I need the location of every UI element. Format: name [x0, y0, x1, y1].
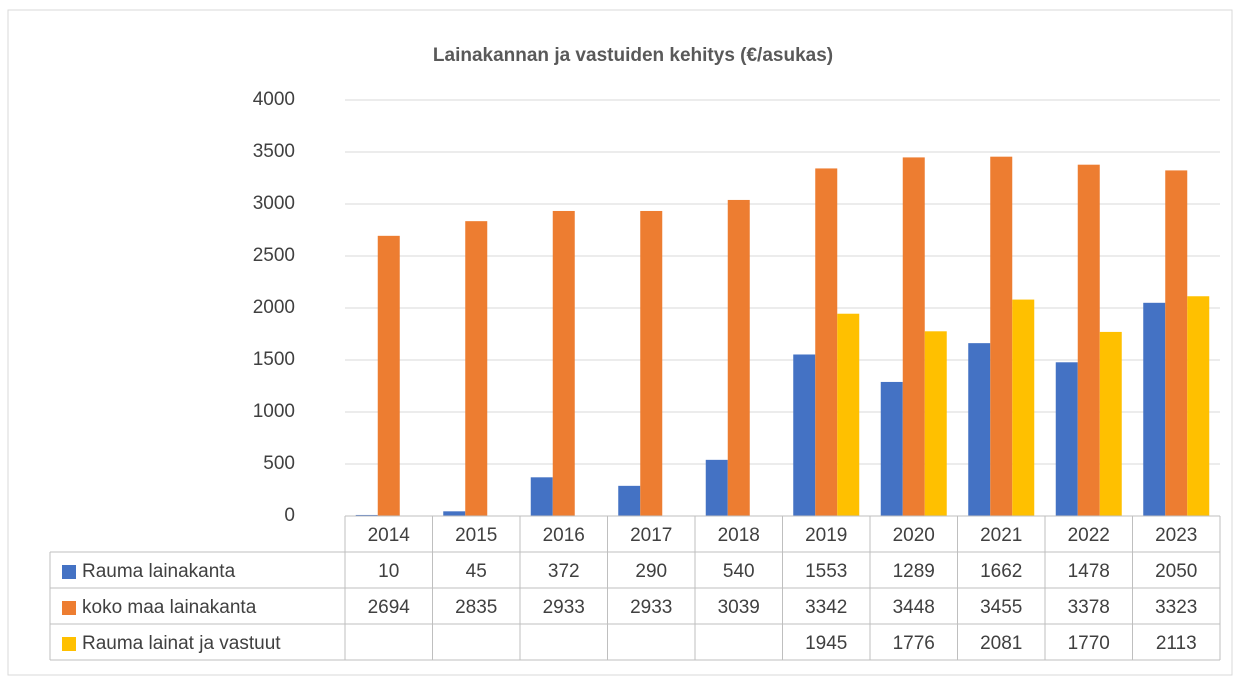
bar	[1012, 299, 1035, 516]
legend-swatch	[62, 565, 76, 579]
legend-label: Rauma lainakanta	[82, 561, 236, 582]
table-value: 1776	[893, 633, 935, 654]
bar	[1099, 331, 1122, 516]
x-tick-label: 2017	[630, 525, 672, 546]
bar	[990, 156, 1013, 516]
table-value: 3455	[980, 597, 1022, 618]
table-value: 1945	[805, 633, 847, 654]
x-tick-label: 2023	[1155, 525, 1197, 546]
table-value: 2050	[1155, 561, 1197, 582]
table-value: 2081	[980, 633, 1022, 654]
bar	[530, 477, 553, 516]
y-tick-label: 500	[263, 453, 295, 474]
table-value: 1553	[805, 561, 847, 582]
bar	[355, 514, 378, 516]
bar	[1077, 164, 1100, 517]
y-tick-label: 2000	[253, 297, 295, 318]
chart-title: Lainakannan ja vastuiden kehitys (€/asuk…	[433, 45, 833, 66]
y-tick-label: 3000	[253, 193, 295, 214]
x-tick-label: 2016	[543, 525, 585, 546]
table-value: 2113	[1156, 633, 1197, 654]
y-tick-label: 1500	[253, 349, 295, 370]
bar	[924, 331, 947, 516]
x-tick-label: 2022	[1068, 525, 1110, 546]
table-value: 2933	[543, 597, 585, 618]
bar	[377, 235, 400, 516]
bar	[902, 157, 925, 516]
table-value: 3323	[1155, 597, 1197, 618]
bar	[618, 485, 641, 516]
table-value: 2694	[368, 597, 411, 618]
bar	[705, 459, 728, 516]
legend-swatch	[62, 637, 76, 651]
table-value: 1289	[893, 561, 935, 582]
bar	[1055, 362, 1078, 516]
table-value: 1662	[980, 561, 1022, 582]
bar	[880, 381, 903, 516]
table-value: 2933	[630, 597, 672, 618]
bar	[1187, 296, 1210, 516]
y-tick-label: 3500	[253, 141, 295, 162]
table-value: 3039	[718, 597, 760, 618]
bar	[1165, 170, 1188, 516]
table-value: 45	[466, 561, 487, 582]
table-value: 10	[378, 561, 399, 582]
legend-swatch	[62, 601, 76, 615]
bar	[727, 199, 750, 516]
y-tick-label: 2500	[253, 245, 295, 266]
table-value: 540	[723, 561, 755, 582]
x-tick-label: 2014	[368, 525, 411, 546]
bar	[968, 343, 991, 516]
table-value: 3342	[805, 597, 847, 618]
y-tick-label: 0	[284, 505, 295, 526]
bar	[552, 210, 575, 516]
y-tick-label: 1000	[253, 401, 295, 422]
legend-label: Rauma lainat ja vastuut	[82, 633, 281, 654]
bar	[815, 168, 838, 516]
bar	[640, 210, 663, 516]
bar	[793, 354, 816, 516]
table-value: 2835	[455, 597, 497, 618]
bar	[443, 511, 466, 516]
x-tick-label: 2019	[805, 525, 847, 546]
bar	[1143, 302, 1166, 516]
table-value: 290	[635, 561, 667, 582]
bar	[837, 313, 860, 516]
table-value: 3448	[893, 597, 935, 618]
table-value: 372	[548, 561, 580, 582]
bar	[465, 221, 488, 516]
x-tick-label: 2021	[980, 525, 1022, 546]
table-value: 1478	[1068, 561, 1110, 582]
x-tick-label: 2015	[455, 525, 497, 546]
x-tick-label: 2018	[718, 525, 760, 546]
table-value: 3378	[1068, 597, 1110, 618]
x-tick-label: 2020	[893, 525, 935, 546]
legend-label: koko maa lainakanta	[82, 597, 257, 618]
y-tick-label: 4000	[253, 89, 295, 110]
table-value: 1770	[1068, 633, 1110, 654]
